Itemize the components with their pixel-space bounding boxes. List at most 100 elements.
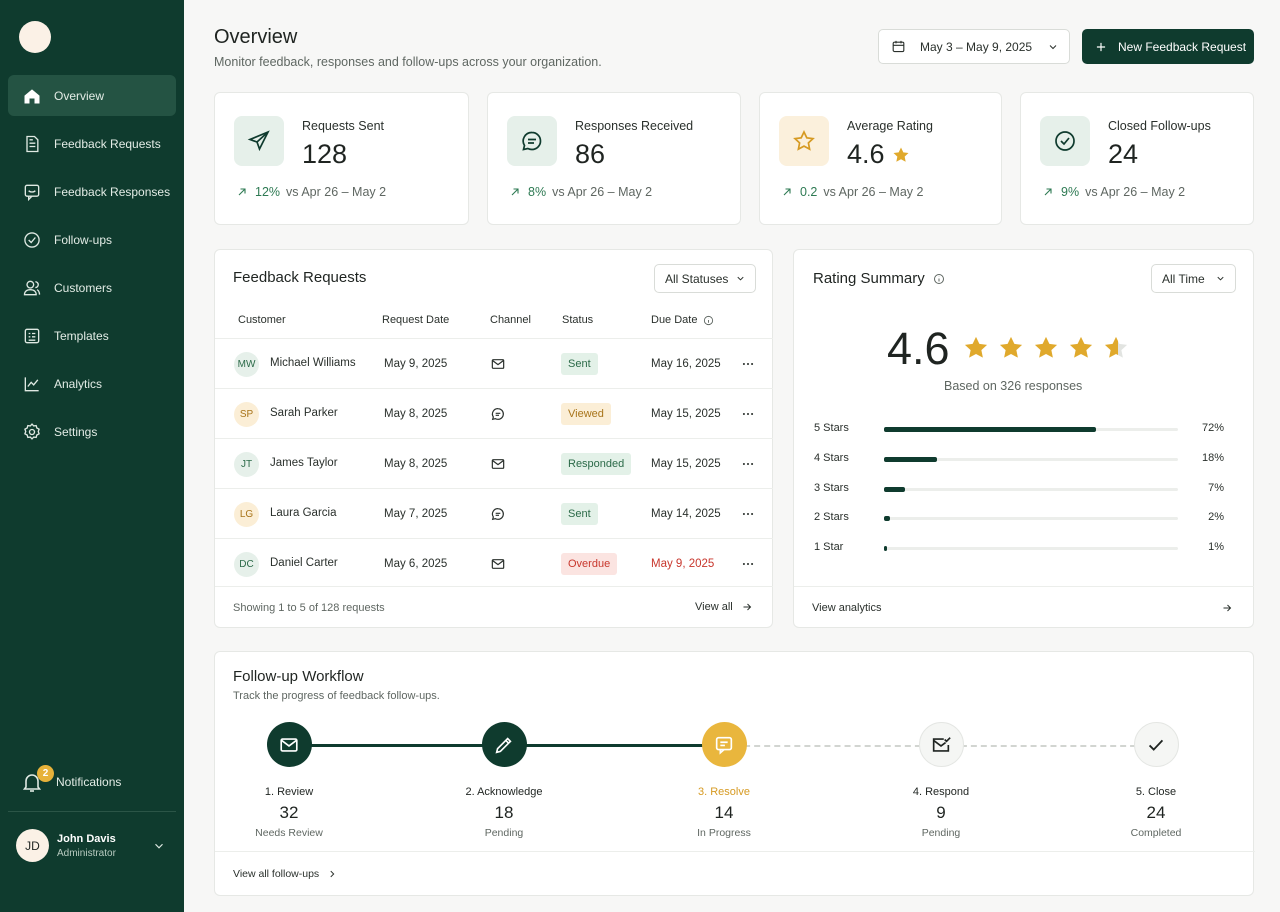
status-badge: Overdue [561,553,618,575]
workflow-connector [941,745,1156,747]
more-options-icon[interactable] [741,457,755,471]
stat-value: 24 [1108,139,1139,169]
rating-footer: View analytics [794,586,1254,628]
view-analytics-link[interactable]: View analytics [812,602,882,614]
sidebar-item-analytics[interactable]: Analytics [8,363,176,404]
customer-name[interactable]: Laura Garcia [270,507,337,519]
user-name: John Davis [57,832,116,845]
table-row[interactable]: SP Sarah Parker May 8, 2025 Viewed May 15, 2… [215,388,773,438]
rating-star-icon [962,334,997,362]
trend-up-icon [783,188,791,196]
user-menu[interactable]: JD John Davis Administrator [16,829,166,862]
notifications-button[interactable]: 2 Notifications [20,765,121,794]
workflow-connector [724,745,941,747]
distribution-bar-fill [884,516,890,522]
due-date: May 9, 2025 [651,558,715,570]
view-all-label: View all [695,601,733,613]
request-date: May 6, 2025 [384,558,448,570]
step-name: 2. Acknowledge [465,786,543,798]
sidebar-item-label: Customers [54,280,113,295]
request-date: May 9, 2025 [384,358,448,370]
table-row[interactable]: LG Laura Garcia May 7, 2025 Sent May 14, 202… [215,488,773,538]
rating-star-icon [1032,334,1067,362]
info-icon[interactable] [703,315,714,326]
step-count: 14 [714,803,734,822]
sidebar-item-templates[interactable]: Templates [8,315,176,356]
stat-card-requests-sent: Requests Sent 128 12% vs Apr 26 – May 2 [214,92,469,225]
chevron-down-icon[interactable] [152,839,166,853]
new-feedback-request-button[interactable]: New Feedback Request [1082,29,1254,64]
column-header-channel[interactable]: Channel [490,314,531,326]
more-options-icon[interactable] [741,507,755,521]
stat-delta: 9% [1061,185,1080,199]
mail-icon [266,722,312,767]
column-header-request-date[interactable]: Request Date [382,314,450,326]
status-filter-select[interactable]: All Statuses [654,264,756,293]
stat-value-wrap: 4.6 [847,139,911,170]
workflow-step[interactable]: 3. Resolve 14 In Progress [649,722,799,839]
workflow-step[interactable]: 2. Acknowledge 18 Pending [429,722,579,839]
date-range-picker[interactable]: May 3 – May 9, 2025 [878,29,1070,64]
status-badge: Responded [561,453,632,475]
info-icon[interactable] [933,273,945,285]
customer-avatar: MW [234,352,259,377]
sidebar-item-overview[interactable]: Overview [8,75,176,116]
view-all-follow-ups-link[interactable]: View all follow-ups [233,868,337,880]
sidebar-item-label: Feedback Requests [54,136,161,151]
step-name: 1. Review [264,786,314,798]
step-status: Needs Review [255,827,323,839]
stat-trend: 8% vs Apr 26 – May 2 [509,185,652,199]
chat-bubble-icon [507,116,557,166]
new-button-label: New Feedback Request [1118,39,1247,54]
sidebar-item-feedback-requests[interactable]: Feedback Requests [8,123,176,164]
sidebar-item-settings[interactable]: Settings [8,411,176,452]
users-icon [22,278,42,298]
rating-star-icon [1102,334,1137,362]
calendar-icon [892,40,905,53]
view-all-requests-link[interactable]: View all [695,601,753,613]
column-header-due-date[interactable]: Due Date [651,314,714,326]
customer-avatar: DC [234,552,259,577]
rating-distribution-row: 5 Stars 72% [814,422,1224,436]
sidebar-item-feedback-responses[interactable]: Feedback Responses [8,171,176,212]
customer-name[interactable]: Michael Williams [270,357,356,369]
more-options-icon[interactable] [741,407,755,421]
sidebar-item-follow-ups[interactable]: Follow-ups [8,219,176,260]
chat-icon [490,406,506,422]
column-header-customer[interactable]: Customer [238,314,286,326]
chat-icon [22,182,42,202]
notification-badge: 2 [37,765,54,782]
sidebar-item-customers[interactable]: Customers [8,267,176,308]
page-subtitle: Monitor feedback, responses and follow-u… [214,55,602,69]
customer-name[interactable]: James Taylor [270,457,338,469]
time-filter-select[interactable]: All Time [1151,264,1236,293]
step-count: 9 [936,803,946,822]
rating-distribution-row: 3 Stars 7% [814,482,1224,496]
chart-icon [22,374,42,394]
table-row[interactable]: MW Michael Williams May 9, 2025 Sent May 16,… [215,338,773,388]
home-icon [22,86,42,106]
customer-name[interactable]: Daniel Carter [270,557,338,569]
more-options-icon[interactable] [741,357,755,371]
workflow-step[interactable]: 1. Review 32 Needs Review [214,722,364,839]
table-row[interactable]: DC Daniel Carter May 6, 2025 Overdue May 9, … [215,538,773,588]
column-header-status[interactable]: Status [562,314,594,326]
request-date: May 8, 2025 [384,408,448,420]
workflow-footer: View all follow-ups [215,851,1255,896]
status-badge: Sent [561,503,598,525]
distribution-bar-track [884,546,1178,552]
rating-summary-panel: Rating Summary All Time 4.6 Based on 326… [793,249,1254,628]
status-badge: Sent [561,353,598,375]
customer-name[interactable]: Sarah Parker [270,407,338,419]
sidebar-item-label: Settings [54,424,98,439]
workflow-step[interactable]: 5. Close 24 Completed [1081,722,1231,839]
workflow-step[interactable]: 4. Respond 9 Pending [866,722,1016,839]
arrow-right-icon[interactable] [1221,602,1233,614]
step-name: 5. Close [1135,786,1177,798]
more-options-icon[interactable] [741,557,755,571]
app-logo[interactable] [19,21,51,53]
distribution-percent: 2% [1208,511,1224,524]
chevron-down-icon [1049,44,1057,49]
distribution-label: 3 Stars [814,481,849,494]
table-row[interactable]: JT James Taylor May 8, 2025 Responded May 15… [215,438,773,488]
